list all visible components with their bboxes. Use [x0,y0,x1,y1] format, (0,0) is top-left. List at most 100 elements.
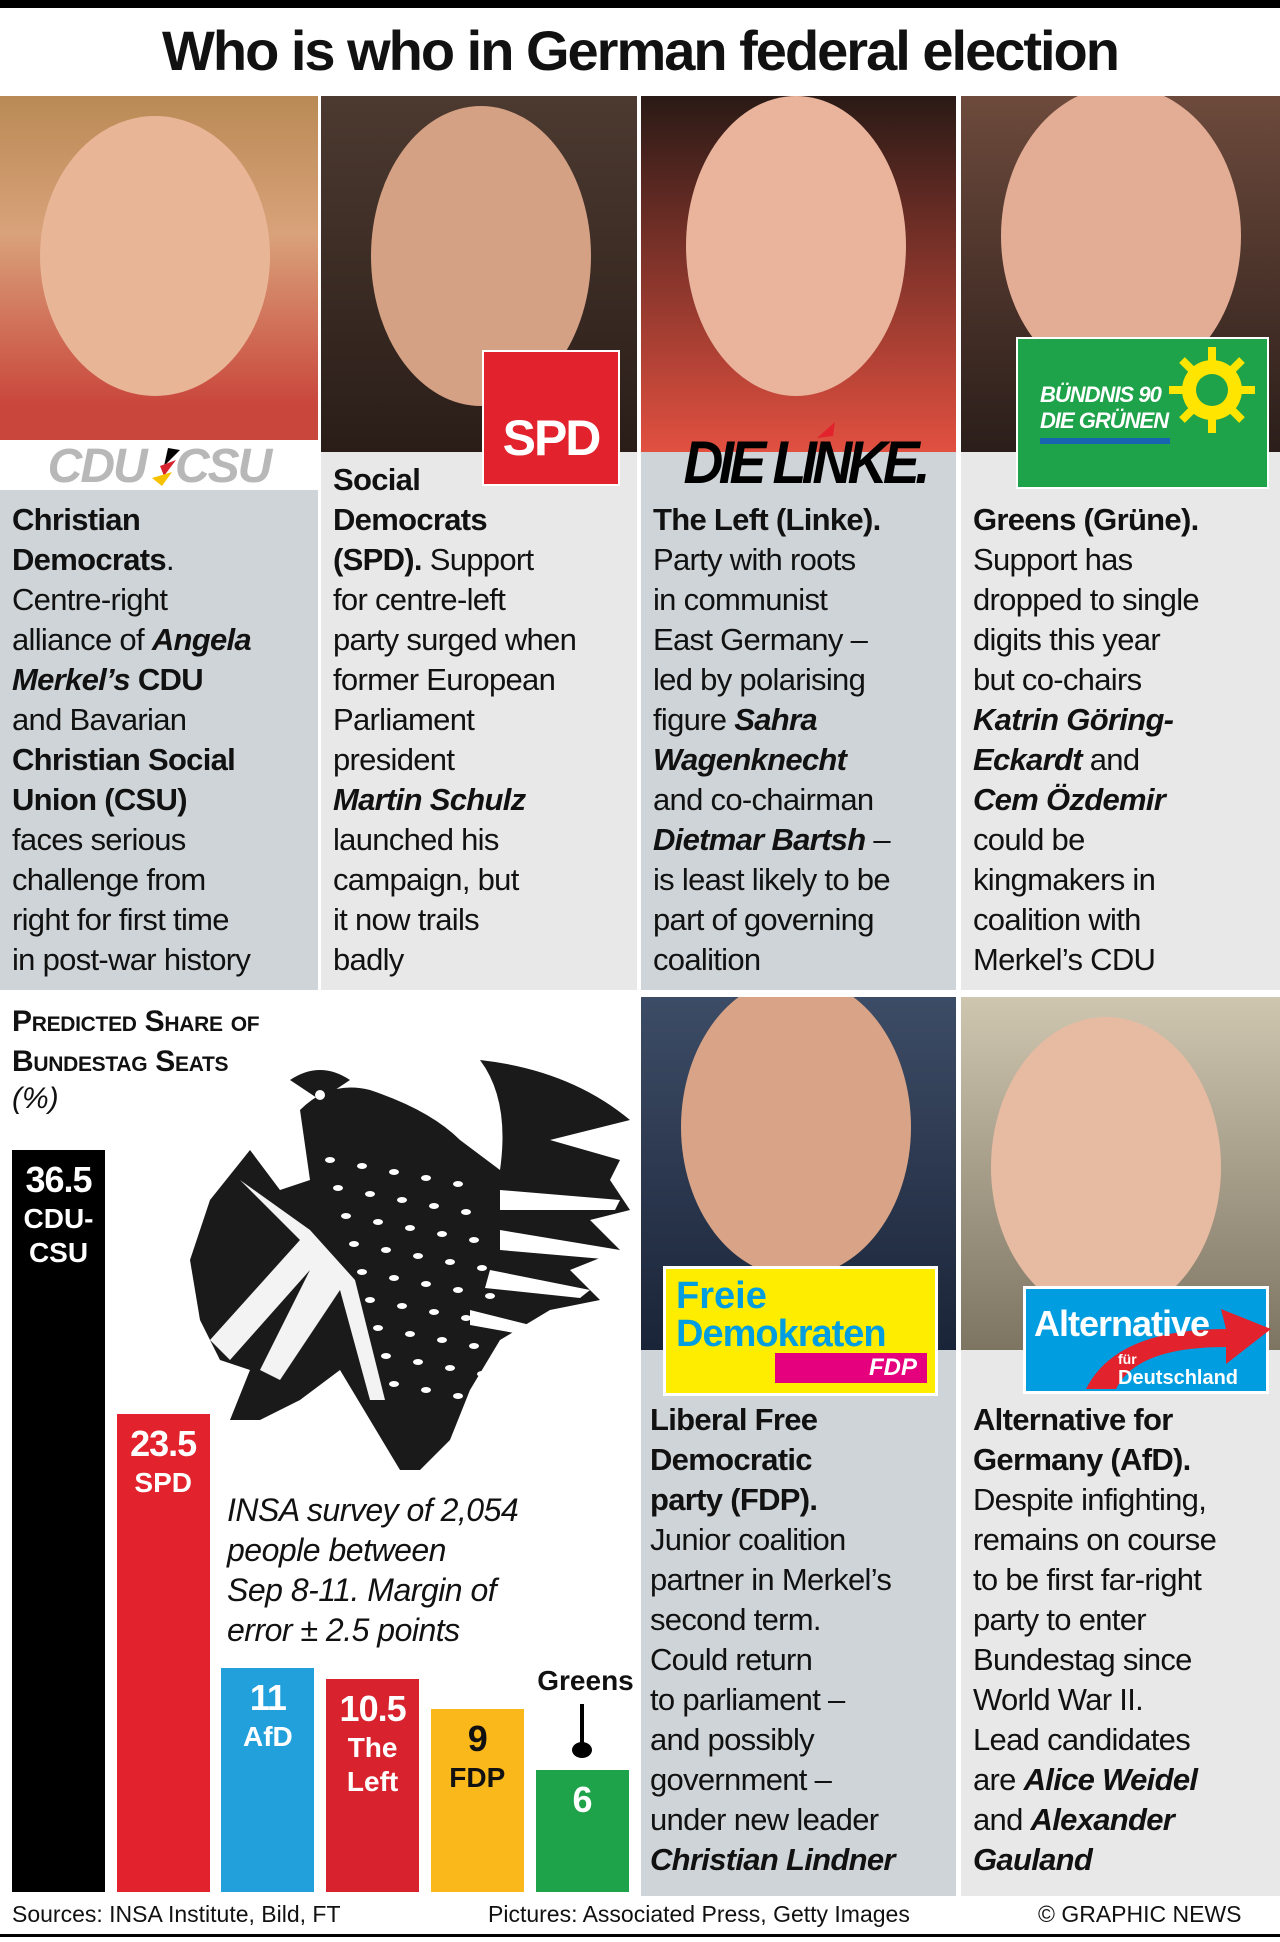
text-line: Alternative for [973,1400,1216,1440]
feather-mark [477,1371,487,1377]
text-segment: and possibly [650,1722,815,1757]
bar: 6 [535,1770,629,1892]
text-line: Eckardt and [973,740,1199,780]
text-line: remains on course [973,1520,1217,1560]
text-segment: Greens (Grüne). [973,502,1199,537]
text-line: Martin Schulz [333,780,576,820]
text-segment: figure [653,702,735,737]
text-line: coalition with [973,900,1199,940]
feather-mark [341,1213,351,1219]
greens-callout-label: Greens [537,1665,634,1697]
text-line: in communist [653,580,890,620]
feather-mark [397,1197,407,1203]
text-segment: World War II. [973,1682,1144,1717]
bar-category-label: AfD [243,1721,293,1753]
text-line: Liberal Free [650,1400,895,1440]
feather-mark [493,1321,503,1327]
text-segment: coalition [653,942,761,977]
survey-note-line: people between [227,1532,446,1568]
sources-credit: Sources: INSA Institute, Bild, FT [12,1901,341,1927]
text-segment: to parliament – [650,1682,845,1717]
page-title: Who is who in German federal election [162,19,1120,82]
text-segment: party to enter [973,1602,1147,1637]
text-line: Lead candidates [973,1720,1216,1760]
feather-mark [373,1325,383,1331]
feather-mark [509,1377,519,1383]
text-segment: Sahra [734,702,817,737]
greens-logo-line1: BÜNDNIS 90 [1040,382,1162,407]
chart-title-line2: Bundestag Seats [12,1045,229,1078]
bar-value-label: 23.5 [130,1423,197,1465]
text-segment: and [973,1802,1031,1837]
top-rule [0,0,1280,8]
bar-value-label: 10.5 [339,1687,407,1729]
text-segment: led by polarising [653,662,866,697]
feather-mark [389,1275,399,1281]
text-segment: CDU [129,662,204,697]
bar: 10.5 The Left [326,1678,420,1892]
text-segment: Christian Lindner [650,1842,895,1877]
bar-category-label: CSU [28,1237,89,1268]
feather-mark [397,1303,407,1309]
text-segment: Dietmar Bartsh [653,822,866,857]
text-line: Social [333,460,576,500]
text-line: president [333,740,576,780]
text-line: and Alexander [973,1800,1216,1840]
bar-value-label: 9 [467,1718,488,1760]
feather-mark [485,1293,495,1299]
callout-pin-icon [579,1704,584,1749]
panel-text: Liberal Free Democratic party (FDP). Junior… [650,1400,895,1880]
text-line: Democrats [333,500,576,540]
text-segment: and Bavarian [12,702,187,737]
text-segment: campaign, but [333,862,519,897]
text-line: for centre-left [333,580,576,620]
fdp-logo-line2: Demokraten [676,1313,887,1355]
bar-category-label: SPD [134,1467,192,1499]
afd-logo: Alternative für Deutschland [1023,1286,1271,1394]
fdp-logo: Freie Demokraten FDP [663,1266,938,1396]
bar-category-label: The [347,1731,398,1763]
panel-greens [961,452,1280,990]
chart-title: Predicted Share of Bundestag Seats [12,1002,260,1082]
text-segment: Gauland [973,1842,1093,1877]
text-line: right for first time [12,900,251,940]
feather-mark [325,1157,335,1163]
text-segment: Liberal Free [650,1402,818,1437]
die-linke-logo: DIE LINKE. [660,422,950,496]
text-line: launched his [333,820,576,860]
text-line: coalition [653,940,890,980]
text-segment: launched his [333,822,499,857]
text-line: is least likely to be [653,860,891,900]
feather-mark [429,1203,439,1209]
bar-value-label: 11 [249,1677,287,1719]
bar-category-label: CDU- [23,1203,94,1234]
text-segment: Social [333,462,421,497]
text-segment: partner in Merkel’s [650,1562,892,1597]
text-segment: Martin Schulz [333,782,526,817]
panel-text: Christian Democrats. Centre-right alliance … [12,500,252,980]
feather-mark [365,1297,375,1303]
bar-value-label: 6 [572,1779,592,1821]
text-segment: Alice Weidel [1023,1762,1198,1797]
feather-mark [461,1209,471,1215]
text-segment: Junior coalition [650,1522,846,1557]
spd-logo-text: SPD [502,410,602,466]
text-line: it now trails [333,900,576,940]
bar-category-label: FDP [449,1762,506,1794]
text-line: and co-chairman [653,780,890,820]
panel-linke [641,452,956,990]
text-segment: are [973,1762,1024,1797]
text-segment: . [165,542,175,577]
survey-note: INSA survey of 2,054 people between Sep … [227,1490,519,1650]
text-line: second term. [650,1600,895,1640]
feather-mark [453,1287,463,1293]
text-segment: faces serious [12,822,186,857]
feather-mark [381,1247,391,1253]
feather-mark [381,1353,391,1359]
feather-mark [357,1163,367,1169]
afd-logo-line3: Deutschland [1118,1367,1239,1389]
text-segment: former European [333,662,556,697]
greens-logo-line2: DIE GRÜNEN [1040,408,1169,433]
text-segment: party (FDP). [650,1482,818,1517]
text-line: campaign, but [333,860,576,900]
